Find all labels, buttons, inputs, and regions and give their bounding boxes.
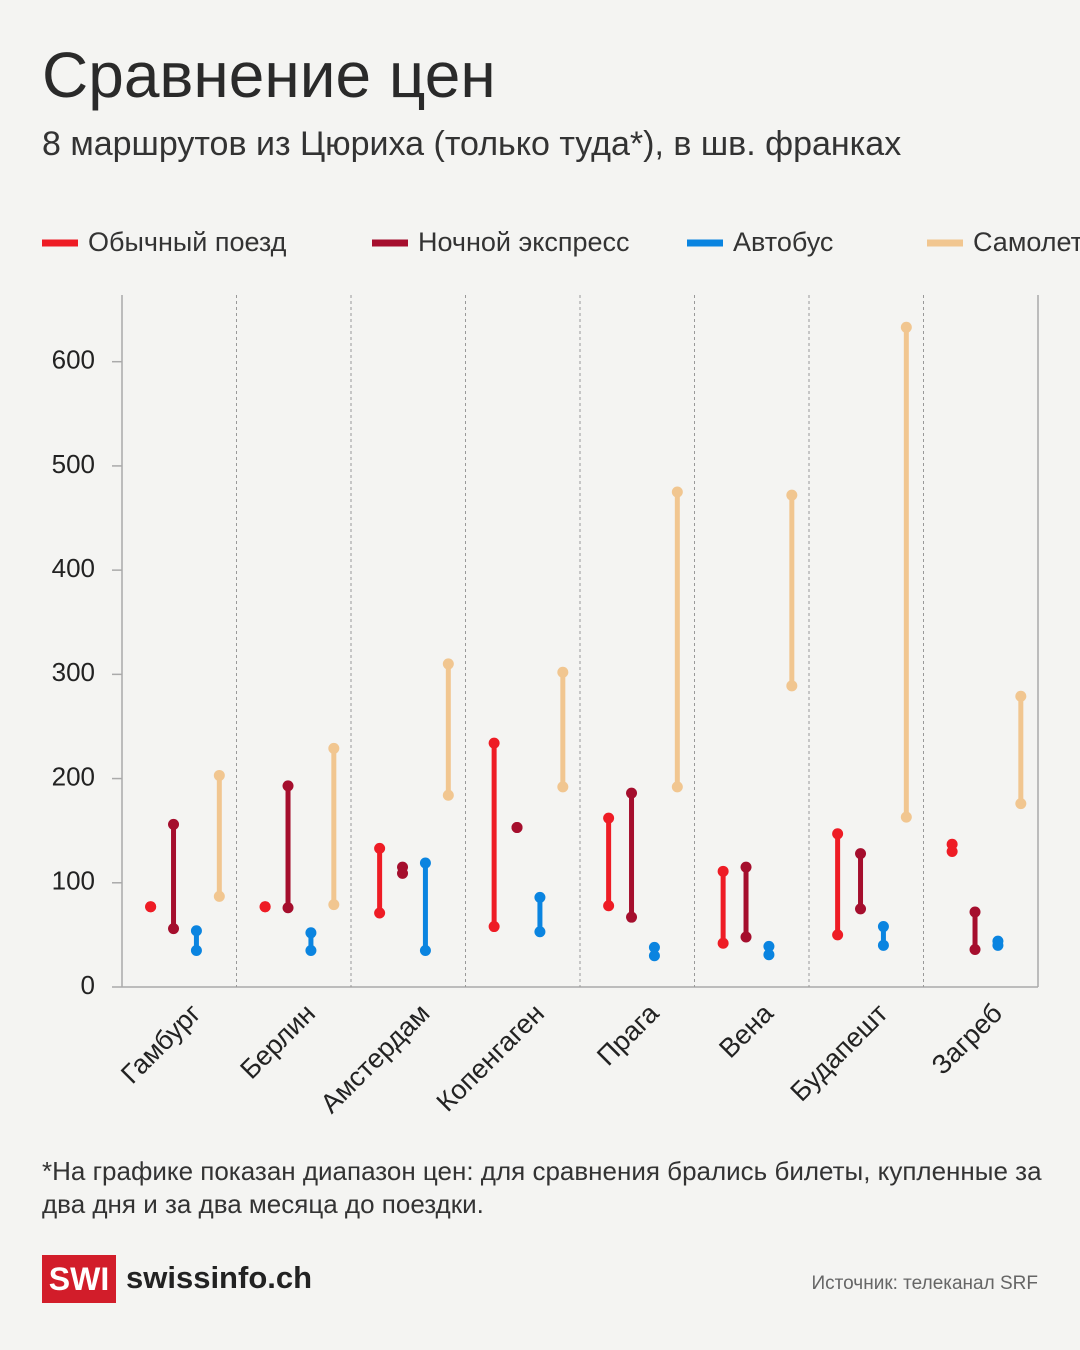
legend-label: Самолет xyxy=(973,227,1080,257)
low-dot xyxy=(1015,798,1027,810)
source: Источник: телеканал SRF xyxy=(811,1273,1038,1294)
high-dot xyxy=(442,658,454,670)
high-dot xyxy=(305,927,317,939)
low-dot xyxy=(603,900,615,912)
low-dot xyxy=(557,781,569,793)
low-dot xyxy=(190,945,202,957)
high-dot xyxy=(877,921,889,933)
high-dot xyxy=(855,848,867,860)
high-dot xyxy=(488,737,500,749)
chart-subtitle: 8 маршрутов из Цюриха (только туда*), в … xyxy=(42,125,902,163)
y-tick-label: 200 xyxy=(52,761,95,791)
high-dot xyxy=(648,941,660,953)
low-dot xyxy=(740,931,752,943)
high-dot xyxy=(1015,690,1027,702)
footnote: *На графике показан диапазон цен: для ср… xyxy=(42,1156,1042,1219)
chart-title: Сравнение цен xyxy=(42,39,496,111)
low-dot xyxy=(969,943,981,955)
low-dot xyxy=(832,929,844,941)
high-dot xyxy=(626,787,638,799)
low-dot xyxy=(374,907,386,919)
chart: Обычный поезд Ночной экспресс Автобус Самол… xyxy=(42,227,1080,1119)
legend-label: Автобус xyxy=(733,227,833,257)
low-dot xyxy=(442,789,454,801)
low-dot xyxy=(168,923,180,935)
low-dot xyxy=(328,899,340,911)
high-dot xyxy=(832,828,844,840)
logo-mark: SWI xyxy=(42,1255,116,1303)
high-dot xyxy=(168,818,180,830)
low-dot xyxy=(786,680,798,692)
high-dot xyxy=(282,780,294,792)
high-dot xyxy=(190,925,202,937)
low-dot xyxy=(213,890,225,902)
high-dot xyxy=(259,901,271,913)
x-tick-label: Гамбург xyxy=(115,998,207,1090)
y-tick-label: 0 xyxy=(81,970,95,1000)
x-tick-label: Вена xyxy=(713,997,779,1063)
y-tick-label: 400 xyxy=(52,553,95,583)
high-dot xyxy=(946,838,958,850)
low-dot xyxy=(534,926,546,938)
high-dot xyxy=(374,842,386,854)
x-tick-label: Берлин xyxy=(234,998,321,1085)
high-dot xyxy=(969,906,981,918)
x-tick-label: Загреб xyxy=(926,998,1008,1080)
high-dot xyxy=(603,812,615,824)
low-dot xyxy=(419,945,431,957)
low-dot xyxy=(855,903,867,915)
low-dot xyxy=(671,781,683,793)
x-tick-label: Копенгаген xyxy=(431,998,550,1117)
low-dot xyxy=(282,902,294,914)
high-dot xyxy=(717,865,729,877)
low-dot xyxy=(717,937,729,949)
y-tick-label: 100 xyxy=(52,866,95,896)
low-dot xyxy=(763,949,775,961)
y-tick-label: 500 xyxy=(52,449,95,479)
x-tick-label: Амстердам xyxy=(315,998,436,1119)
high-dot xyxy=(992,935,1004,947)
y-tick-label: 600 xyxy=(52,345,95,375)
high-dot xyxy=(328,742,340,754)
legend-label: Ночной экспресс xyxy=(418,227,630,257)
low-dot xyxy=(877,939,889,951)
high-dot xyxy=(511,822,523,834)
high-dot xyxy=(145,901,157,913)
high-dot xyxy=(671,486,683,498)
high-dot xyxy=(557,666,569,678)
low-dot xyxy=(305,945,317,957)
high-dot xyxy=(419,857,431,869)
high-dot xyxy=(534,891,546,903)
x-tick-label: Прага xyxy=(591,997,665,1071)
legend-label: Обычный поезд xyxy=(88,227,287,257)
low-dot xyxy=(488,921,500,933)
high-dot xyxy=(740,861,752,873)
low-dot xyxy=(648,950,660,962)
high-dot xyxy=(900,321,912,333)
low-dot xyxy=(900,811,912,823)
x-tick-label: Будапешт xyxy=(785,998,894,1107)
low-dot xyxy=(626,911,638,923)
high-dot xyxy=(763,940,775,952)
y-tick-label: 300 xyxy=(52,657,95,687)
high-dot xyxy=(786,489,798,501)
high-dot xyxy=(397,861,409,873)
logo-text: swissinfo.ch xyxy=(126,1260,313,1295)
high-dot xyxy=(213,769,225,781)
